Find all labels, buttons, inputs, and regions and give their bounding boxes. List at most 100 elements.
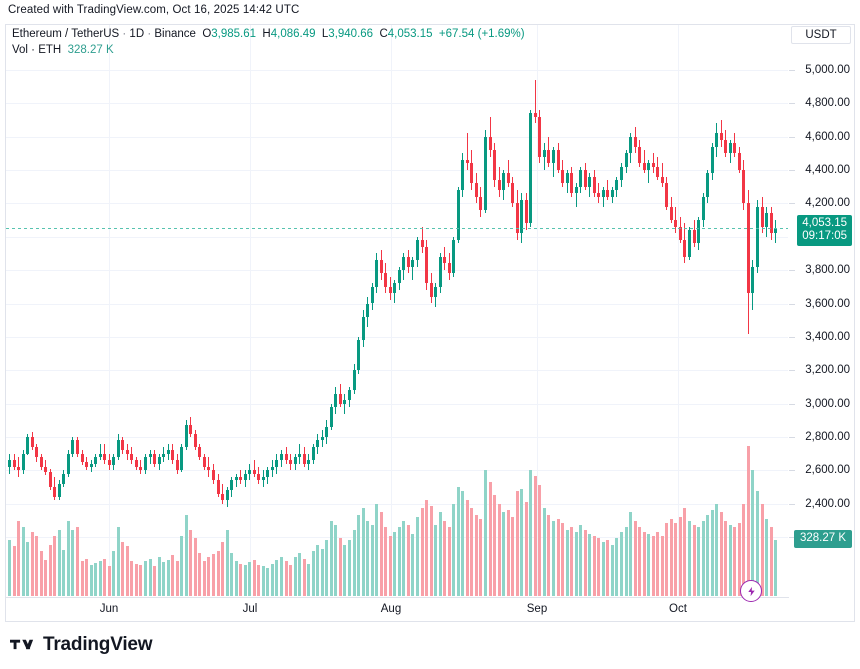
candle-body — [298, 453, 302, 457]
candle-body — [529, 113, 533, 224]
current-price-time: 09:17:05 — [802, 229, 847, 242]
candle-body — [570, 173, 574, 194]
candle-body — [107, 460, 111, 466]
volume-bar — [307, 563, 311, 596]
price-axis-dash — [789, 270, 795, 272]
volume-bar — [506, 510, 510, 596]
volume-bar — [601, 542, 605, 596]
current-price-badge[interactable]: 4,053.15 09:17:05 — [797, 214, 852, 246]
volume-bar — [348, 540, 351, 596]
volume-bar — [542, 508, 546, 596]
candle-body — [642, 163, 646, 171]
candle-body — [733, 143, 737, 154]
volume-bar — [270, 563, 274, 596]
volume-bar — [234, 560, 238, 596]
candle-body — [98, 453, 102, 457]
grid-line — [6, 537, 788, 538]
candle-body — [198, 446, 202, 457]
candle-body — [184, 425, 188, 447]
candle-body — [239, 476, 243, 481]
volume-bar — [760, 503, 764, 596]
candle-body — [760, 206, 764, 227]
candle-body — [284, 453, 288, 461]
volume-bar — [425, 499, 429, 596]
candle-wick — [575, 183, 577, 207]
candle-body — [556, 150, 560, 171]
candle-wick — [534, 80, 536, 124]
price-axis-dash — [789, 170, 795, 172]
volume-bar — [184, 514, 188, 596]
volume-badge[interactable]: 328.27 K — [793, 529, 852, 548]
volume-bar — [216, 551, 220, 596]
candle-body — [261, 476, 265, 481]
candle-wick — [140, 460, 142, 474]
volume-bar — [715, 503, 719, 596]
volume-bar — [243, 564, 247, 596]
volume-bar — [474, 514, 478, 596]
volume-bar — [524, 501, 528, 596]
volume-bar — [438, 512, 442, 596]
candle-body — [493, 150, 497, 181]
grid-line — [6, 136, 788, 138]
volume-bar — [17, 521, 21, 596]
volume-bar — [497, 503, 501, 596]
time-axis[interactable]: Jun Jul Aug Sep Oct — [6, 597, 789, 622]
volume-bar — [12, 545, 16, 596]
candle-body — [624, 153, 628, 167]
candle-body — [134, 460, 138, 467]
time-axis-tick: Jun — [99, 603, 119, 615]
candle-wick — [412, 256, 414, 281]
volume-bar — [674, 523, 678, 596]
price-axis-tick: 3,000.00 — [805, 397, 850, 410]
current-price-value: 4,053.15 — [802, 216, 847, 229]
candle-body — [633, 136, 637, 147]
created-watermark: Created with TradingView.com, Oct 16, 20… — [8, 4, 300, 16]
candle-body — [610, 190, 614, 197]
candle-body — [620, 166, 623, 181]
candle-body — [153, 453, 157, 464]
candle-body — [774, 227, 778, 234]
candle-body — [252, 470, 256, 474]
candle-body — [561, 170, 565, 184]
volume-bar — [515, 491, 519, 596]
candle-body — [361, 316, 365, 341]
candle-body — [597, 193, 601, 197]
candle-wick — [648, 160, 650, 184]
price-axis[interactable]: 5,000.00 4,800.00 4,600.00 4,400.00 4,200.00… — [789, 25, 854, 596]
volume-bar — [579, 525, 583, 596]
chart-plot-area[interactable] — [6, 25, 788, 596]
volume-bar — [252, 559, 256, 596]
volume-bar — [416, 516, 419, 596]
candle-body — [234, 476, 238, 481]
candle-body — [193, 433, 197, 447]
volume-bar — [284, 560, 288, 596]
volume-bar — [53, 536, 57, 596]
candle-body — [710, 146, 714, 174]
candle-wick — [507, 160, 509, 187]
candle-body — [293, 456, 297, 464]
candle-wick — [602, 186, 604, 207]
candle-wick — [720, 120, 722, 147]
lightning-bolt-icon[interactable] — [740, 580, 762, 602]
candle-body — [103, 453, 107, 461]
candle-body — [692, 230, 696, 244]
volume-bar — [325, 540, 329, 596]
volume-bar — [180, 536, 184, 596]
volume-bar — [103, 558, 107, 596]
candle-wick — [489, 116, 491, 157]
candle-body — [588, 176, 592, 187]
volume-bar — [665, 523, 669, 596]
price-axis-tick: 3,600.00 — [805, 297, 850, 310]
volume-bar — [638, 527, 642, 596]
volume-bar — [561, 523, 565, 596]
candle-body — [579, 170, 583, 187]
candle-body — [85, 461, 89, 467]
candle-body — [370, 286, 374, 304]
candle-wick — [149, 450, 151, 464]
volume-bar — [316, 544, 320, 596]
candle-body — [515, 203, 519, 234]
volume-bar — [520, 488, 524, 596]
time-axis-tick: Oct — [669, 603, 687, 615]
volume-bar — [384, 527, 388, 596]
volume-bar — [76, 527, 79, 596]
